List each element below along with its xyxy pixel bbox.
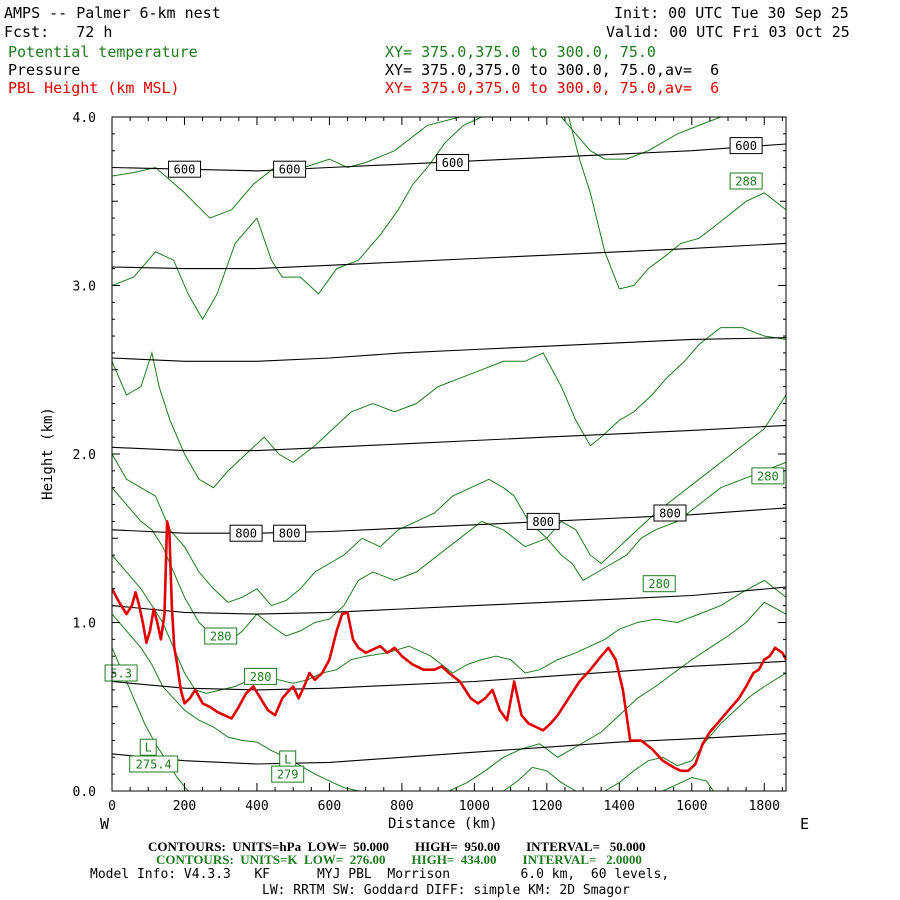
theta-contour-10 [448,601,786,791]
pressure-label-6: 800 [532,515,554,529]
pressure-label-2: 600 [442,156,464,170]
theta-label-4-box [244,667,278,685]
theta-contour-0 [112,117,786,219]
legend-pbl-xy: XY= 375.0,375.0 to 300.0, 75.0,av= 6 [385,79,720,97]
pressure-contour-3 [112,424,786,452]
theta-contour-5 [112,394,786,607]
theta-contour-8 [112,613,359,791]
theta-contours [112,117,786,791]
theta-contour-info: CONTOURS: UNITS=K LOW= 276.00 HIGH= 434.… [156,852,642,867]
pressure-label-7-box [653,504,687,522]
theta-label-3: 280 [210,630,232,644]
pressure-label-2-box [436,154,470,171]
theta-contour-3 [560,117,786,160]
pressure-label-5: 800 [279,527,301,541]
theta-label-8: L [284,753,291,767]
pbl-height-line [112,520,786,773]
pressure-label-4-box [229,524,263,542]
theta-label-1-box [751,467,785,485]
pressure-contour-5 [112,586,786,615]
y-tick-label-4: 4.0 [73,111,96,126]
y-axis-title: Height (km) [39,407,56,500]
pressure-label-1: 600 [279,163,301,177]
legend-theta-name: Potential temperature [8,43,198,61]
pressure-contour-2 [112,337,786,362]
x-tick-label-0: 0 [108,799,116,814]
pressure-contours [112,143,786,765]
theta-label-2-box [642,575,676,593]
model-info-2: LW: RRTM SW: Goddard DIFF: simple KM: 2D… [262,883,630,898]
x-tick-label-3: 600 [318,799,341,814]
theta-label-5: 5.3 [110,667,132,681]
legend-pbl-name: PBL Height (km MSL) [8,79,180,97]
theta-label-6-box [139,738,157,756]
legend-theta-xy: XY= 375.0,375.0 to 300.0, 75.0 [385,43,656,61]
pressure-label-0-box [168,160,201,178]
theta-contour-1 [112,117,529,321]
pressure-label-3-box [729,137,763,155]
theta-label-9-box [271,765,305,783]
theta-label-4: 280 [250,670,272,684]
theta-label-0-box [729,172,763,190]
axes: 0 200 400 600 800 1000 1200 1400 1600 1800 0.0 1.0 2… [73,111,786,814]
theta-label-7-box [129,755,179,773]
legend-pressure-name: Pressure [8,61,81,79]
theta-label-9: 279 [277,768,299,782]
theta-contour-4 [112,327,786,489]
forecast-hour: Fcst: 72 h [4,23,113,41]
pressure-label-4: 800 [235,527,257,541]
theta-contour-11 [503,766,577,791]
pressure-label-1-box [273,160,307,178]
pressure-contour-1 [112,242,786,270]
theta-contour-2 [568,117,786,290]
y-tick-label-2: 2.0 [73,448,96,463]
theta-label-2: 280 [648,577,670,591]
contour-labels: 600 600 600 600 800 800 800 800 288 280 280 280 280 5… [104,137,785,783]
west-label: W [100,815,110,833]
theta-label-1: 280 [757,469,779,483]
east-label: E [800,815,810,833]
pressure-contour-info: CONTOURS: UNITS=hPa LOW= 50.000 HIGH= 95… [148,839,646,854]
pressure-label-6-box [526,512,560,530]
x-axis-title: Distance (km) [388,816,498,832]
theta-label-0: 288 [735,175,757,189]
y-tick-label-1: 1.0 [73,617,96,632]
theta-label-6: L [145,741,152,755]
plot-frame [111,116,787,792]
x-tick-label-9: 1800 [749,799,780,814]
x-tick-label-1: 200 [173,799,196,814]
model-info-1: Model Info: V4.3.3 KF MYJ PBL Morrison 6… [90,867,670,882]
pressure-label-7: 800 [659,507,681,521]
theta-contour-13 [662,776,714,791]
pressure-label-5-box [273,524,307,542]
x-tick-label-5: 1000 [459,799,490,814]
init-time: Init: 00 UTC Tue 30 Sep 25 [614,4,849,22]
theta-label-3-box [204,627,238,645]
pbl-series-0 [112,520,786,773]
pressure-label-3: 600 [735,139,757,153]
x-tick-label-6: 1200 [531,799,562,814]
theta-contour-12 [604,672,786,791]
y-tick-label-0: 0.0 [73,785,96,800]
pressure-contour-6 [112,660,786,691]
x-tick-label-8: 1600 [676,799,707,814]
legend-pressure-xy: XY= 375.0,375.0 to 300.0, 75.0,av= 6 [385,61,720,79]
pressure-label-0: 600 [174,163,196,177]
y-tick-label-3: 3.0 [73,280,96,295]
chart-title: AMPS -- Palmer 6-km nest [4,4,221,22]
x-tick-label-2: 400 [245,799,268,814]
valid-time: Valid: 00 UTC Fri 03 Oct 25 [606,23,850,41]
theta-label-5-box [104,664,138,682]
theta-contour-6 [112,461,786,644]
x-tick-label-7: 1400 [604,799,635,814]
x-tick-label-4: 800 [390,799,413,814]
theta-label-7: 275.4 [136,758,172,772]
pressure-contour-7 [112,733,786,765]
